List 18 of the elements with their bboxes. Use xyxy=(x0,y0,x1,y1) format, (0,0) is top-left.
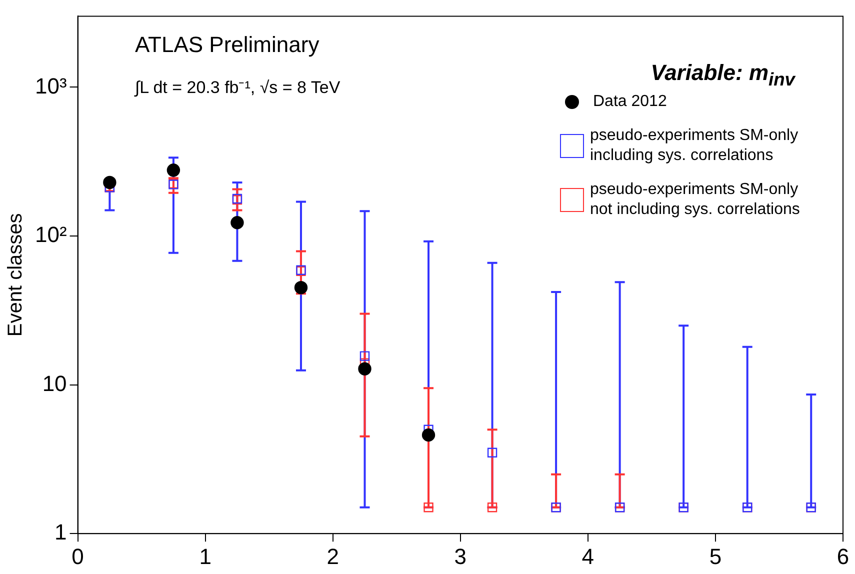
y-tick-label: 10² xyxy=(35,222,67,248)
x-tick-label: 5 xyxy=(709,544,722,569)
y-tick-label: 10³ xyxy=(35,73,67,98)
x-tick-label: 2 xyxy=(326,544,339,569)
x-tick-label: 1 xyxy=(199,544,212,569)
y-tick-label: 1 xyxy=(54,520,67,545)
x-tick-label: 6 xyxy=(836,544,850,569)
x-tick-label: 0 xyxy=(72,544,84,569)
legend-label: Data 2012 xyxy=(593,92,668,112)
legend-label: pseudo-experiments SM-only not including sys. correlations xyxy=(590,180,801,220)
annotation: Variable: m$_{inv}$ xyxy=(650,60,795,90)
y-tick-label: 10 xyxy=(42,370,67,396)
annotation: ATLAS Preliminary xyxy=(135,32,320,58)
x-tick-label: 4 xyxy=(582,544,594,569)
y-axis-title: Event classes xyxy=(4,213,27,337)
x-tick-label: 3 xyxy=(454,544,467,569)
annotation: ∫L dt = 20.3 fb⁻¹, √s = 8 TeV xyxy=(135,77,340,98)
legend-label: pseudo-experiments SM-only including sys. correlations xyxy=(590,126,800,166)
